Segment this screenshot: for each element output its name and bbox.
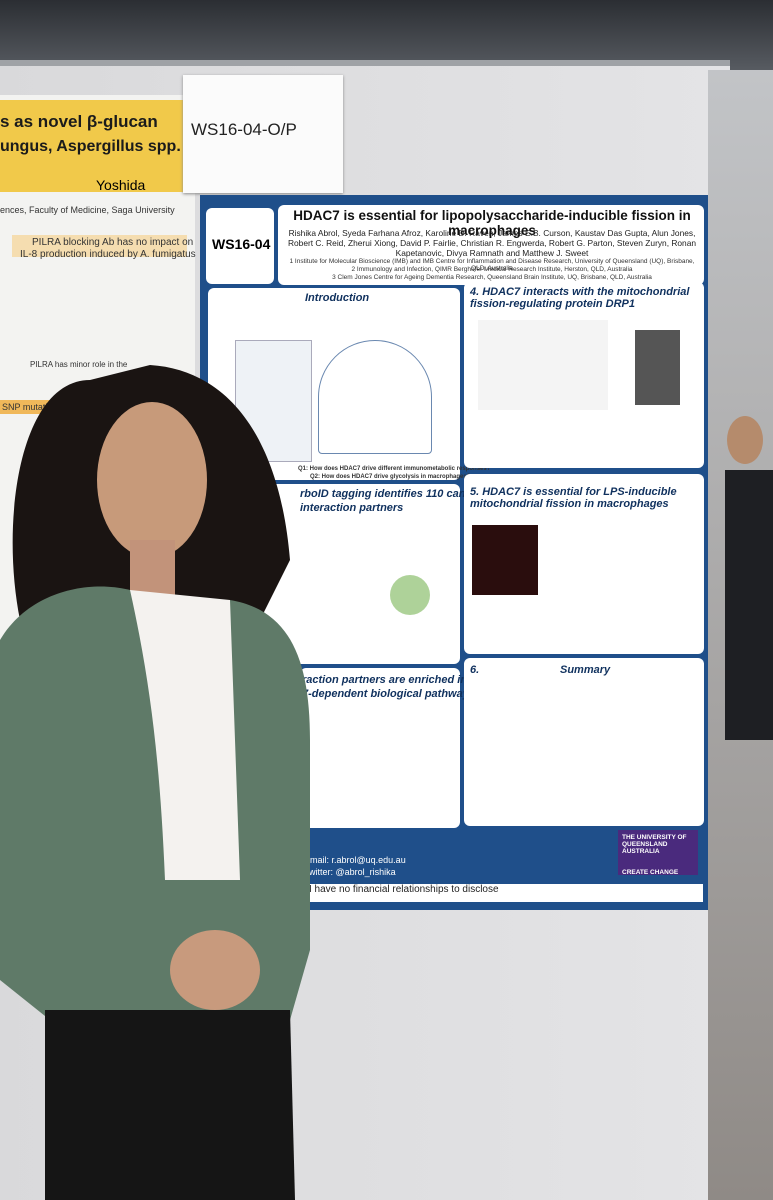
neighbor-note: PILRA has minor role in the [30, 360, 128, 369]
poster-title: HDAC7 is essential for lipopolysaccharid… [293, 208, 691, 238]
poster-authors: Rishika Abrol, Syeda Farhana Afroz, Karo… [287, 228, 697, 258]
neighbor-heading: IL-8 production induced by A. fumigatus [20, 249, 196, 260]
face [97, 402, 207, 558]
panel [300, 668, 460, 828]
disclosure-text: I have no financial relationships to dis… [309, 884, 499, 895]
blouse [130, 590, 240, 880]
affiliation: 1 Institute for Molecular Bioscience (IM… [289, 258, 695, 272]
figure [390, 575, 430, 615]
poster-header [278, 205, 704, 285]
neighbor-poster-header [0, 100, 190, 192]
affiliation: 2 Immunology and Infection, QIMR Berghof… [351, 266, 633, 273]
section-title: interaction partners [300, 502, 404, 514]
neighbor-title: s as novel β-glucan [0, 112, 158, 131]
section-title: Summary [560, 664, 611, 676]
section-title: Introduction [305, 292, 370, 304]
bystander-head [727, 416, 763, 464]
panel [464, 658, 704, 826]
figure [635, 330, 680, 405]
disclosure: I have no financial relationships to dis… [303, 884, 703, 902]
neighbor-label: SNP mutation [2, 402, 58, 412]
figure [318, 340, 432, 454]
hands [170, 930, 260, 1010]
section-title: 5. HDAC7 is essential for LPS-inducible … [470, 486, 677, 510]
neck [130, 540, 175, 600]
section-title: rboID tagging identifies 110 candidate [300, 488, 498, 500]
session-card: WS16-04-O/P [183, 75, 343, 193]
section-title: 7-dependent biological pathways [302, 688, 475, 700]
section-title: 4. HDAC7 interacts with the mitochondria… [470, 286, 690, 310]
question: Q2: How does HDAC7 drive glycolysis in m… [310, 474, 471, 480]
section-title: raction partners are enriched in [302, 674, 468, 686]
poster-code: WS16-04 [212, 236, 271, 252]
neighbor-title: ungus, Aspergillus spp. [0, 138, 181, 155]
trousers [45, 1010, 295, 1200]
twitter: Twitter: @abrol_rishika [304, 867, 396, 877]
question: Q1: How does HDAC7 drive different immun… [298, 466, 491, 472]
figure [478, 320, 608, 410]
bystander [725, 470, 773, 740]
university-logo: THE UNIVERSITY OF QUEENSLAND AUSTRALIA CR… [618, 830, 698, 876]
figure [472, 525, 538, 595]
section-title: 6. [470, 664, 480, 676]
neighbor-heading: PILRA blocking Ab has no impact on [32, 237, 194, 248]
university-motto: CREATE CHANGE [622, 869, 679, 876]
neighbor-heading-box [12, 235, 187, 257]
session-code: WS16-04-O/P [191, 120, 297, 139]
neighbor-author: Yoshida [96, 177, 146, 193]
university-name: THE UNIVERSITY OF QUEENSLAND AUSTRALIA [622, 834, 687, 855]
poster-code-box: WS16-04 [206, 208, 274, 284]
neighbor-affiliation: ences, Faculty of Medicine, Saga Univers… [0, 205, 175, 215]
affiliation: 3 Clem Jones Centre for Ageing Dementia … [332, 274, 652, 281]
ceiling [0, 0, 773, 70]
email: Email: r.abrol@uq.edu.au [304, 855, 406, 865]
